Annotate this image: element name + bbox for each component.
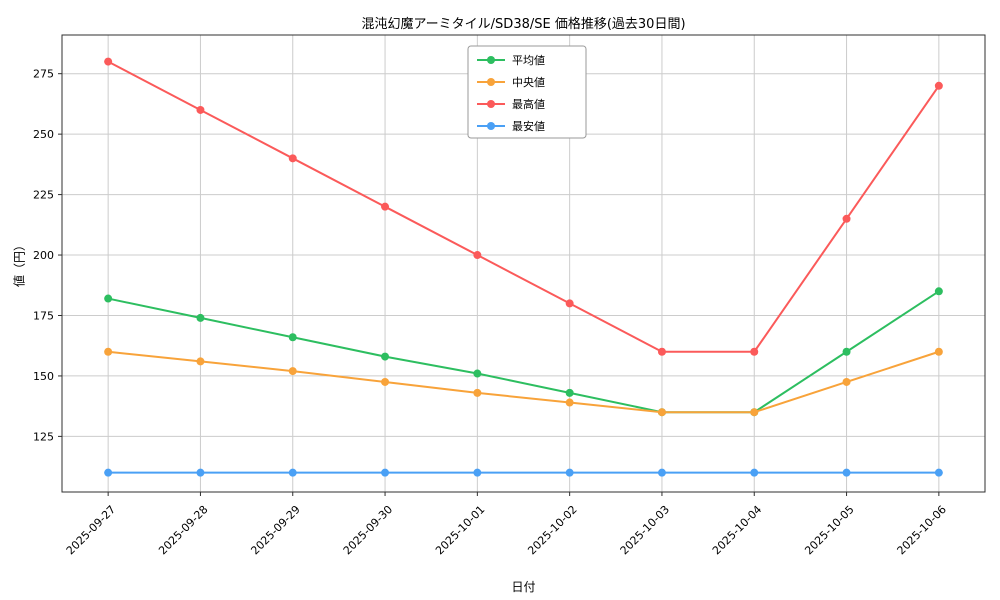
x-tick-label: 2025-10-03: [618, 503, 672, 557]
max-data-point: [473, 251, 482, 260]
min-data-point: [750, 468, 759, 477]
median-data-point: [934, 347, 943, 356]
legend-label: 最安値: [512, 119, 545, 133]
x-tick-label: 2025-09-28: [156, 503, 210, 557]
average-data-point: [196, 313, 205, 322]
min-data-point: [104, 468, 113, 477]
min-data-point: [934, 468, 943, 477]
median-data-point: [196, 357, 205, 366]
median-series: [104, 347, 943, 417]
min-data-point: [657, 468, 666, 477]
min-data-point: [473, 468, 482, 477]
max-series: [104, 57, 943, 356]
x-tick-label: 2025-10-01: [433, 503, 487, 557]
average-data-point: [473, 369, 482, 378]
y-tick-label: 150: [33, 370, 54, 383]
x-ticks: 2025-09-27 2025-09-28 2025-09-29 2025-09-30…: [64, 492, 949, 557]
x-tick-label: 2025-10-02: [525, 503, 579, 557]
legend-box: [467, 45, 587, 139]
x-tick-label: 2025-09-29: [248, 503, 302, 557]
min-data-point: [381, 468, 390, 477]
x-tick-label: 2025-09-27: [64, 503, 118, 557]
x-tick-label: 2025-10-06: [895, 503, 949, 557]
y-tick-label: 125: [33, 430, 54, 443]
max-data-point: [934, 81, 943, 90]
average-data-point: [104, 294, 113, 303]
min-series: [104, 468, 943, 477]
legend-item-average: 平均値: [477, 54, 545, 67]
legend-sample-marker: [487, 56, 495, 64]
min-data-point: [842, 468, 851, 477]
max-data-point: [565, 299, 574, 308]
x-tick-label: 2025-10-04: [710, 503, 764, 557]
legend-item-max: 最高値: [477, 97, 545, 111]
y-tick-label: 275: [33, 68, 54, 81]
max-data-point: [842, 214, 851, 223]
x-tick-label: 2025-10-05: [802, 503, 856, 557]
median-data-point: [842, 377, 851, 386]
max-data-point: [104, 57, 113, 66]
min-data-point: [196, 468, 205, 477]
y-ticks: 125 150 175 200 225 250 275: [33, 68, 62, 443]
median-data-point: [381, 377, 390, 386]
x-axis-label: 日付: [511, 580, 536, 594]
average-data-point: [381, 352, 390, 361]
y-axis-label: 値（円）: [12, 238, 27, 288]
max-data-point: [196, 105, 205, 114]
axes-frame: [61, 34, 986, 493]
average-data-point: [842, 347, 851, 356]
average-data-point: [934, 287, 943, 296]
min-data-point: [288, 468, 297, 477]
median-data-point: [104, 347, 113, 356]
legend-label: 中央値: [512, 76, 545, 89]
min-data-point: [565, 468, 574, 477]
y-tick-label: 175: [33, 309, 54, 322]
max-line: [107, 60, 940, 353]
legend-sample-marker: [487, 122, 495, 130]
max-data-point: [750, 347, 759, 356]
legend-label: 最高値: [512, 97, 545, 111]
legend-sample-marker: [487, 78, 495, 86]
median-data-point: [657, 408, 666, 417]
y-tick-label: 200: [33, 249, 54, 262]
median-data-point: [288, 367, 297, 376]
chart-title: 混沌幻魔アーミタイル/SD38/SE 価格推移(過去30日間): [361, 17, 686, 32]
median-data-point: [473, 388, 482, 397]
max-data-point: [381, 202, 390, 211]
max-data-point: [657, 347, 666, 356]
max-data-point: [288, 154, 297, 163]
median-data-point: [750, 408, 759, 417]
legend-sample-marker: [487, 100, 495, 108]
y-tick-label: 225: [33, 189, 54, 202]
median-data-point: [565, 398, 574, 407]
y-tick-label: 250: [33, 128, 54, 141]
legend-item-median: 中央値: [477, 76, 545, 89]
legend-label: 平均値: [512, 54, 545, 67]
x-tick-label: 2025-09-30: [341, 503, 395, 557]
average-data-point: [565, 388, 574, 397]
legend-item-min: 最安値: [477, 119, 545, 133]
average-line: [107, 290, 940, 414]
average-data-point: [288, 333, 297, 342]
median-line: [107, 350, 940, 414]
